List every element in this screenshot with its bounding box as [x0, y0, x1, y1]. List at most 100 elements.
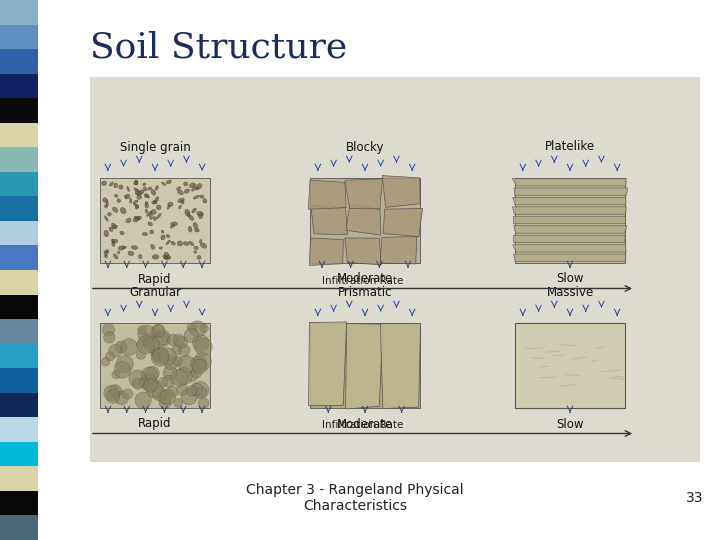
Circle shape: [160, 389, 175, 405]
Circle shape: [144, 337, 159, 353]
Ellipse shape: [163, 255, 168, 259]
Ellipse shape: [150, 244, 155, 249]
Circle shape: [137, 336, 155, 354]
Ellipse shape: [179, 205, 181, 209]
Ellipse shape: [112, 239, 118, 243]
Bar: [0, 246, 38, 270]
Ellipse shape: [112, 207, 118, 212]
Ellipse shape: [134, 188, 138, 192]
Circle shape: [194, 353, 212, 370]
Ellipse shape: [184, 182, 188, 186]
Ellipse shape: [114, 194, 118, 198]
Bar: [0, 98, 38, 123]
Ellipse shape: [135, 190, 139, 195]
Circle shape: [186, 386, 197, 396]
Circle shape: [191, 383, 202, 395]
Text: Moderate: Moderate: [337, 417, 393, 430]
Circle shape: [178, 355, 195, 373]
Text: Slow: Slow: [557, 417, 584, 430]
Text: Blocky: Blocky: [346, 140, 384, 153]
Circle shape: [198, 398, 209, 408]
Bar: [0, 197, 38, 221]
Bar: [0, 270, 38, 294]
Bar: [515, 178, 625, 262]
Circle shape: [152, 387, 166, 401]
Ellipse shape: [104, 251, 108, 255]
Ellipse shape: [192, 187, 196, 191]
Circle shape: [176, 336, 187, 348]
Circle shape: [192, 381, 209, 399]
Text: Prismatic: Prismatic: [338, 286, 392, 299]
Ellipse shape: [134, 181, 138, 185]
Polygon shape: [513, 217, 626, 224]
Ellipse shape: [118, 246, 125, 250]
Circle shape: [159, 397, 171, 409]
Circle shape: [190, 321, 206, 337]
Bar: [0, 491, 38, 516]
Ellipse shape: [146, 211, 152, 217]
Ellipse shape: [164, 255, 171, 259]
Ellipse shape: [166, 234, 170, 238]
Circle shape: [187, 323, 197, 333]
Circle shape: [191, 356, 206, 372]
Text: Slow: Slow: [557, 273, 584, 286]
Circle shape: [129, 370, 146, 387]
Bar: [90, 77, 700, 462]
Ellipse shape: [134, 203, 138, 208]
Circle shape: [192, 335, 209, 352]
Bar: [0, 49, 38, 73]
Circle shape: [151, 348, 168, 366]
Ellipse shape: [106, 249, 109, 253]
Ellipse shape: [185, 210, 190, 216]
Circle shape: [104, 386, 120, 401]
Bar: [0, 221, 38, 246]
Circle shape: [114, 391, 129, 405]
Circle shape: [176, 384, 188, 396]
Circle shape: [138, 325, 156, 343]
Ellipse shape: [112, 223, 117, 229]
Ellipse shape: [184, 242, 189, 246]
Circle shape: [166, 386, 178, 398]
Bar: [0, 393, 38, 417]
Circle shape: [184, 328, 199, 342]
Ellipse shape: [125, 195, 127, 199]
Circle shape: [173, 356, 182, 366]
Bar: [0, 73, 38, 98]
Ellipse shape: [171, 241, 175, 245]
Polygon shape: [311, 205, 348, 235]
Ellipse shape: [151, 190, 156, 195]
Polygon shape: [513, 245, 626, 252]
Circle shape: [152, 347, 169, 364]
Ellipse shape: [156, 205, 161, 210]
Ellipse shape: [133, 200, 138, 204]
Ellipse shape: [109, 182, 114, 186]
Bar: [0, 319, 38, 343]
Circle shape: [158, 390, 172, 404]
Ellipse shape: [196, 187, 199, 190]
Ellipse shape: [120, 231, 124, 235]
Bar: [310, 322, 420, 408]
Ellipse shape: [157, 213, 161, 219]
Ellipse shape: [200, 195, 204, 198]
Circle shape: [151, 348, 163, 360]
Ellipse shape: [120, 207, 126, 214]
Circle shape: [163, 375, 174, 387]
Circle shape: [104, 332, 115, 343]
Polygon shape: [513, 254, 626, 261]
Polygon shape: [513, 207, 626, 214]
Ellipse shape: [166, 180, 171, 184]
Circle shape: [174, 399, 183, 408]
Ellipse shape: [189, 241, 194, 246]
Bar: [515, 322, 625, 408]
Polygon shape: [513, 198, 626, 205]
Ellipse shape: [139, 190, 144, 194]
Ellipse shape: [131, 246, 138, 249]
Text: Infiltration Rate: Infiltration Rate: [322, 421, 403, 430]
Ellipse shape: [104, 255, 107, 258]
Circle shape: [135, 392, 151, 408]
Polygon shape: [346, 204, 381, 235]
Circle shape: [152, 353, 161, 361]
Ellipse shape: [187, 212, 190, 217]
Ellipse shape: [188, 226, 192, 232]
Text: Single grain: Single grain: [120, 140, 190, 153]
